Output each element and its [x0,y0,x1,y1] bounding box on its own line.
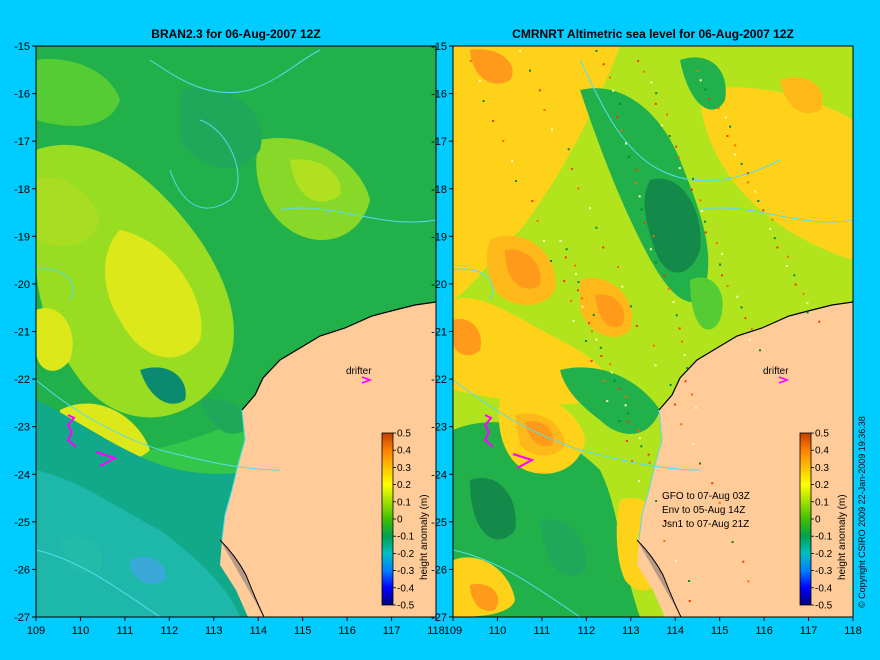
y-tick-label: -17 [431,136,447,148]
y-tick-label: -22 [431,374,447,386]
x-tick-label: 115 [294,625,312,637]
x-tick-label: 110 [489,625,507,637]
x-tick-label: 114 [249,625,267,637]
y-tick-label: -26 [14,564,30,576]
x-tick-label: 115 [711,625,729,637]
colorbar-tick-label: 0.4 [397,446,411,457]
y-tick-label: -20 [431,279,447,291]
colorbar-tick-label: 0.1 [397,497,411,508]
colorbar-tick-label: 0.1 [815,497,829,508]
y-tick-label: -18 [431,184,447,196]
right-map-panel: CMRNRT Altimetric sea level for 06-Aug-2… [431,27,862,637]
y-tick-label: -19 [14,231,30,243]
copyright-text: © Copyright CSIRO 2009 22-Jan-2009 19:36… [857,416,867,608]
y-tick-label: -15 [14,41,30,53]
y-tick-label: -25 [431,517,447,529]
colorbar-tick-label: 0.3 [397,463,411,474]
colorbar-tick-label: -0.5 [397,601,415,612]
right-height-anomaly-field [453,46,853,617]
left-map-panel: BRAN2.3 for 06-Aug-2007 12Z [14,27,445,637]
colorbar-tick-label: -0.4 [397,583,415,594]
y-tick-label: -15 [431,41,447,53]
y-tick-label: -16 [14,89,30,101]
colorbar-tick-label: 0.4 [815,446,829,457]
note-gfo: GFO to 07-Aug 03Z [662,491,750,502]
y-tick-label: -24 [431,469,447,481]
colorbar-tick-label: -0.1 [397,532,415,543]
y-tick-label: -20 [14,279,30,291]
x-tick-label: 109 [444,625,462,637]
y-tick-label: -16 [431,89,447,101]
right-drifter-marker [778,376,790,384]
colorbar-tick-label: -0.3 [397,566,415,577]
y-tick-label: -26 [431,564,447,576]
left-panel-title: BRAN2.3 for 06-Aug-2007 12Z [151,27,320,41]
right-colorbar: 0.5 0.4 0.3 0.2 0.1 0 -0.1 -0.2 -0.3 -0.4 -0.5 hei… [799,429,848,612]
y-tick-label: -27 [431,612,447,624]
x-tick-label: 109 [27,625,45,637]
x-tick-label: 117 [800,625,818,637]
right-drifter-label: drifter [763,366,789,377]
x-tick-label: 112 [578,625,596,637]
x-tick-label: 110 [72,625,90,637]
left-drifter-track [66,414,77,448]
y-tick-label: -21 [431,327,447,339]
y-tick-label: -18 [14,184,30,196]
colorbar-tick-label: 0.3 [815,463,829,474]
colorbar-tick-label: -0.2 [815,549,833,560]
colorbar-tick-label: 0.2 [815,480,829,491]
right-drifter-arrow [512,453,535,469]
y-tick-label: -22 [14,374,30,386]
left-drifter-marker [361,376,373,384]
y-tick-label: -25 [14,517,30,529]
x-tick-label: 117 [383,625,401,637]
note-env: Env to 05-Aug 14Z [662,505,745,516]
x-tick-label: 116 [338,625,356,637]
x-tick-label: 111 [117,625,134,637]
colorbar-tick-label: 0.2 [397,480,411,491]
left-axis-ticks: 109 110 111 112 113 114 115 116 117 118 -15 -16 -17 -… [14,41,445,637]
y-tick-label: -27 [14,612,30,624]
x-tick-label: 114 [666,625,684,637]
y-tick-label: -24 [14,469,30,481]
right-drifter-track [483,414,494,448]
x-tick-label: 118 [844,625,862,637]
colorbar-tick-label: -0.4 [815,583,833,594]
left-drifter-arrow [95,451,118,467]
x-tick-label: 118 [427,625,445,637]
y-tick-label: -23 [14,422,30,434]
left-drifter-label: drifter [346,366,372,377]
colorbar-tick-label: 0 [397,515,403,526]
x-tick-label: 113 [622,625,640,637]
x-tick-label: 116 [755,625,773,637]
y-tick-label: -19 [431,231,447,243]
colorbar-tick-label: 0 [815,515,821,526]
right-panel-title: CMRNRT Altimetric sea level for 06-Aug-2… [512,27,794,41]
colorbar-tick-label: -0.1 [815,532,833,543]
y-tick-label: -17 [14,136,30,148]
y-tick-label: -21 [14,327,30,339]
colorbar-tick-label: -0.3 [815,566,833,577]
left-colorbar-label: height anomaly (m) [419,494,430,580]
colorbar-tick-label: -0.5 [815,601,833,612]
x-tick-label: 111 [534,625,551,637]
colorbar-tick-label: -0.2 [397,549,415,560]
note-jsn1: Jsn1 to 07-Aug 21Z [662,519,749,530]
x-tick-label: 112 [161,625,179,637]
left-height-anomaly-field [36,46,436,617]
right-colorbar-label: height anomaly (m) [837,494,848,580]
y-tick-label: -23 [431,422,447,434]
colorbar-tick-label: 0.5 [815,429,829,440]
right-axis-ticks: 109 110 111 112 113 114 115 116 117 118 -15 -16 -17 -… [431,41,862,637]
colorbar-tick-label: 0.5 [397,429,411,440]
left-colorbar: 0.5 0.4 0.3 0.2 0.1 0 -0.1 -0.2 -0.3 -0.4 -0.5 hei… [381,429,430,612]
x-tick-label: 113 [205,625,223,637]
